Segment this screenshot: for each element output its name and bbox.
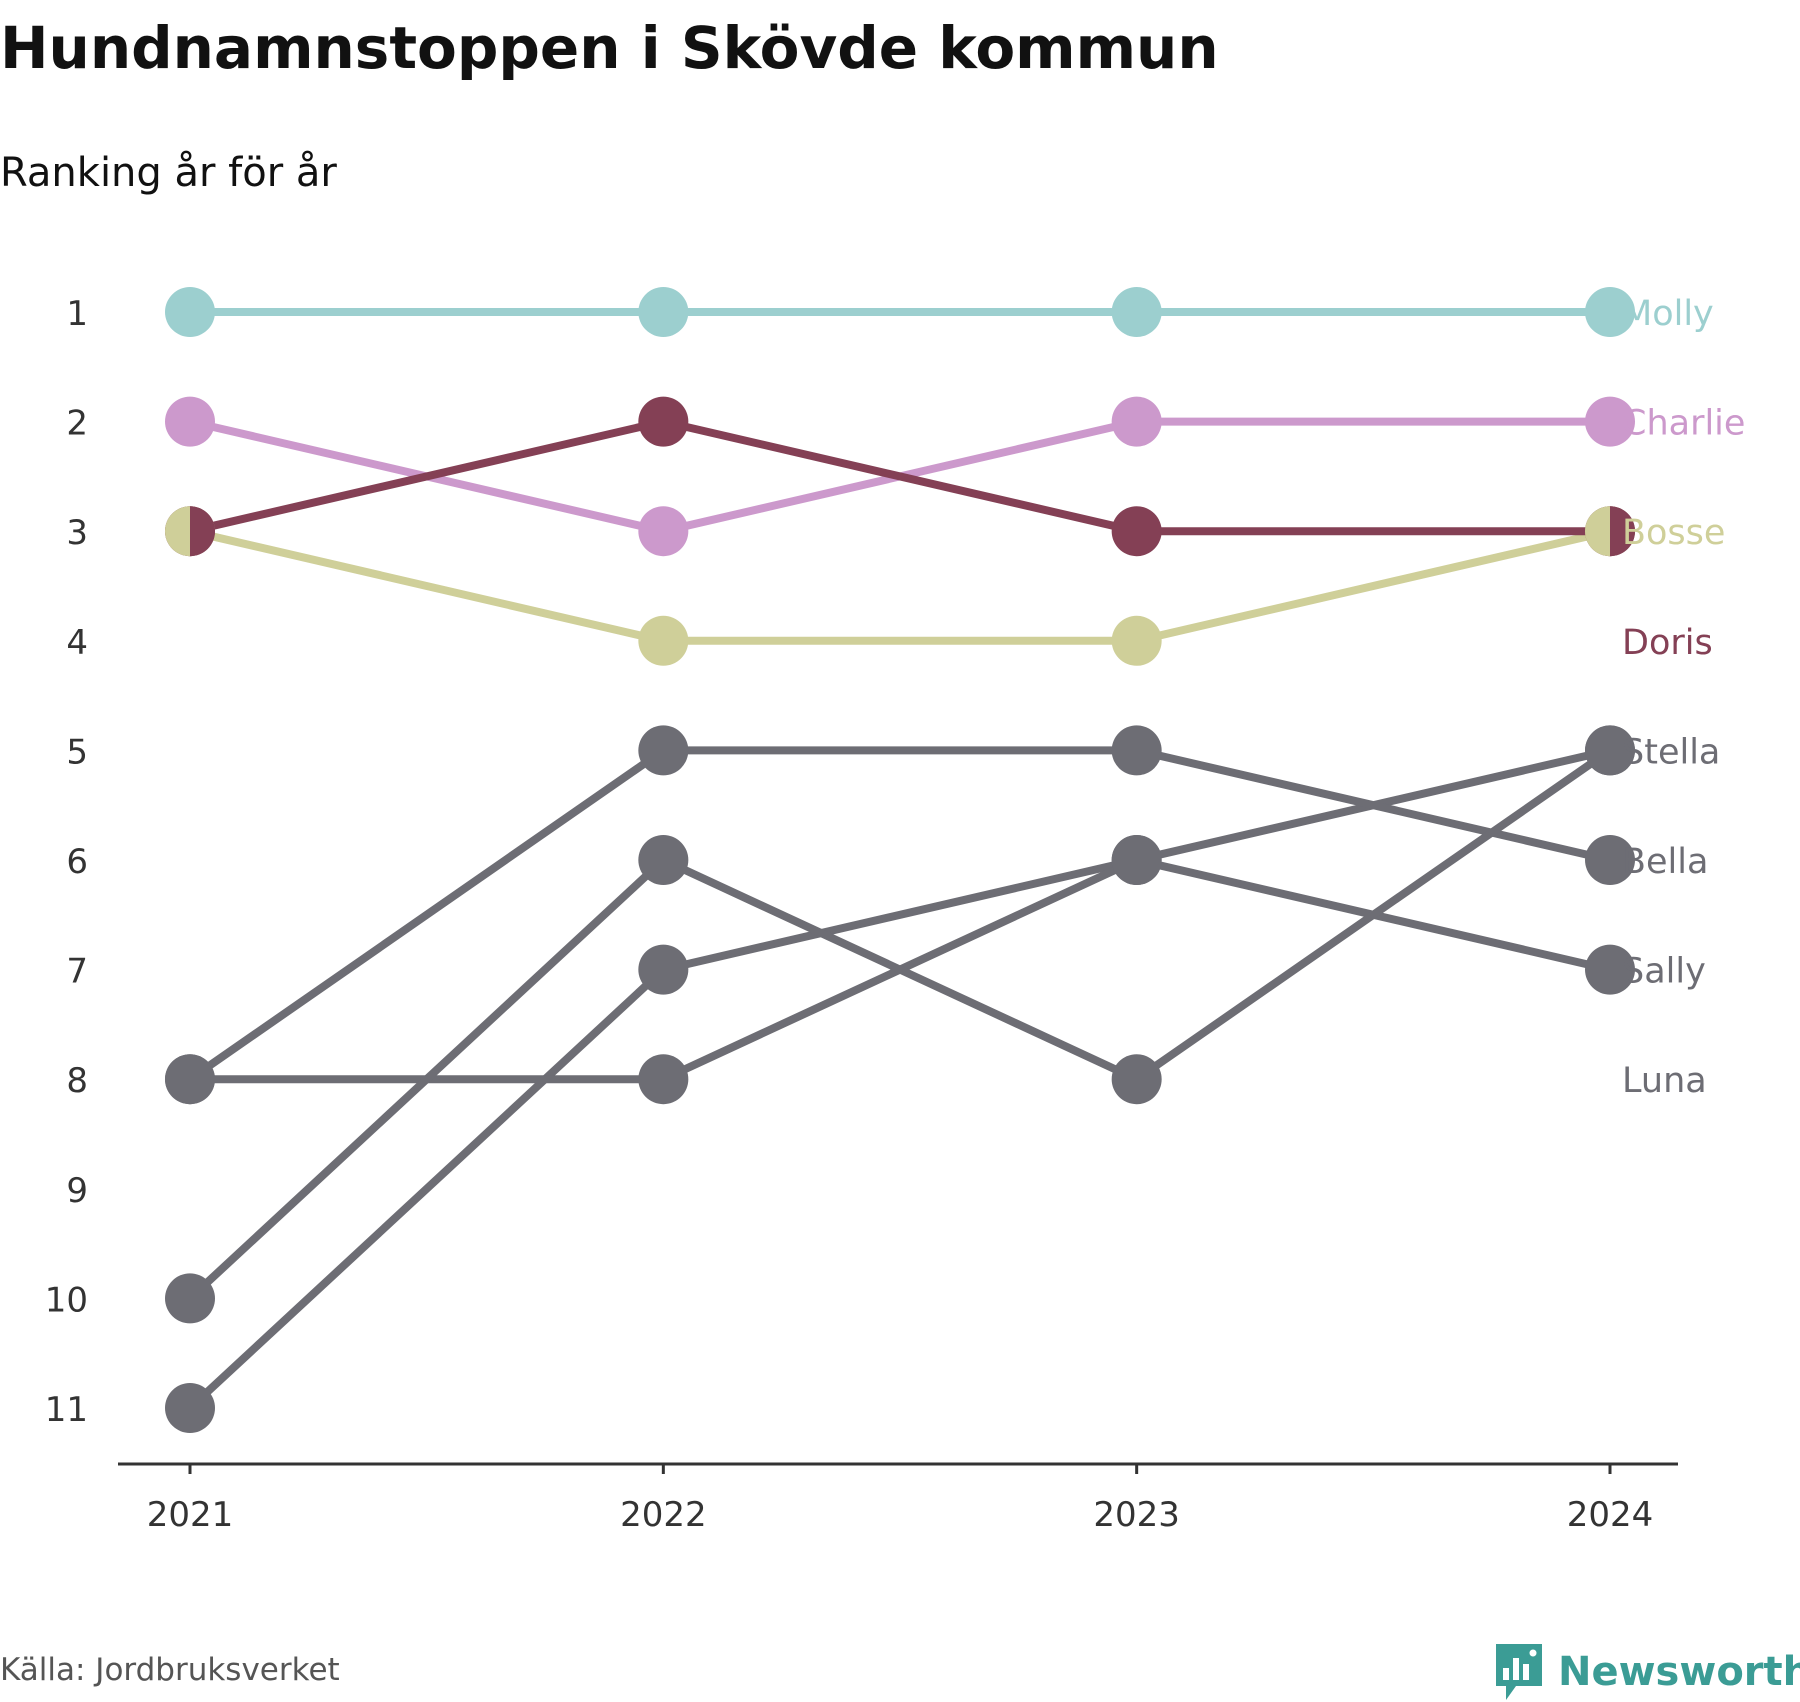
x-tick-label: 2021	[147, 1495, 234, 1535]
series-line-doris	[189, 417, 1610, 536]
bar-chart-speech-bubble-icon	[1496, 1644, 1542, 1700]
point-luna-2022	[638, 835, 689, 885]
series-label-molly: Molly	[1622, 294, 1714, 334]
y-tick-label: 11	[45, 1390, 88, 1430]
y-axis: 1 2 3 4 5 6 7 8 9 10 11	[45, 294, 88, 1430]
point-molly-2022	[638, 287, 689, 337]
point-molly-2023	[1111, 287, 1162, 337]
series-label-bosse: Bosse	[1622, 513, 1725, 553]
point-luna-2023	[1111, 1054, 1162, 1105]
series-line-bosse	[189, 527, 1611, 645]
y-tick-label: 1	[66, 294, 88, 334]
chart-title: Hundnamnstoppen i Skövde kommun	[0, 14, 1219, 82]
y-tick-label: 5	[66, 732, 88, 772]
point-charlie-2022	[638, 506, 689, 557]
y-tick-label: 4	[66, 623, 88, 663]
point-luna-2024	[1585, 725, 1635, 776]
series-label-bella: Bella	[1622, 842, 1708, 882]
point-sally-2024	[1585, 944, 1635, 995]
point-charlie-2024	[1585, 396, 1635, 447]
series-label-sally: Sally	[1622, 952, 1706, 992]
point-bella-2024	[1585, 835, 1635, 885]
point-charlie-2023	[1111, 396, 1162, 447]
y-tick-label: 8	[66, 1061, 88, 1101]
point-sally-2022	[638, 1054, 689, 1105]
series-label-doris: Doris	[1622, 623, 1713, 663]
point-molly-2024	[1585, 287, 1635, 337]
x-tick-label: 2024	[1567, 1495, 1654, 1535]
series-lines	[187, 308, 1613, 1411]
point-charlie-2021	[165, 396, 215, 447]
point-bella-2022	[638, 725, 689, 776]
series-label-stella: Stella	[1622, 732, 1720, 772]
y-tick-label: 9	[66, 1171, 88, 1211]
series-line-luna	[187, 747, 1613, 1302]
series-label-luna: Luna	[1622, 1061, 1707, 1101]
y-tick-label: 7	[66, 952, 88, 992]
brand-logo: Newsworthy	[1494, 1642, 1800, 1702]
chart-subtitle: Ranking år för år	[0, 150, 337, 196]
point-sally-2023	[1111, 835, 1162, 885]
x-axis: 2021 2022 2023 2024	[118, 1462, 1678, 1535]
point-luna-2021	[165, 1273, 215, 1324]
point-doris-half-2021	[190, 506, 216, 557]
point-bosse-half-2021	[165, 506, 190, 557]
point-sally-2021	[165, 1054, 215, 1105]
series-points	[165, 287, 1635, 1433]
y-tick-label: 2	[66, 404, 88, 444]
x-tick-label: 2023	[1093, 1495, 1180, 1535]
y-tick-label: 10	[45, 1280, 88, 1320]
point-stella-2021	[165, 1383, 215, 1433]
point-bosse-2022	[638, 615, 689, 666]
point-bella-2023	[1111, 725, 1162, 776]
series-label-charlie: Charlie	[1622, 404, 1745, 444]
x-tick-label: 2022	[620, 1495, 707, 1535]
y-tick-label: 6	[66, 842, 88, 882]
point-doris-half-2024	[1610, 506, 1635, 557]
point-doris-2022	[638, 396, 689, 447]
point-bosse-half-2024	[1585, 506, 1610, 557]
y-tick-label: 3	[66, 513, 88, 553]
series-labels: Molly Charlie Bosse Doris Stella Bella Sally Lu…	[1622, 294, 1745, 1101]
point-doris-2023	[1111, 506, 1162, 557]
series-line-bella	[187, 746, 1611, 1083]
point-molly-2021	[165, 287, 215, 337]
point-bosse-2023	[1111, 615, 1162, 666]
brand-name: Newsworthy	[1558, 1649, 1800, 1695]
source-note: Källa: Jordbruksverket	[0, 1652, 340, 1688]
point-stella-2022	[638, 944, 689, 995]
